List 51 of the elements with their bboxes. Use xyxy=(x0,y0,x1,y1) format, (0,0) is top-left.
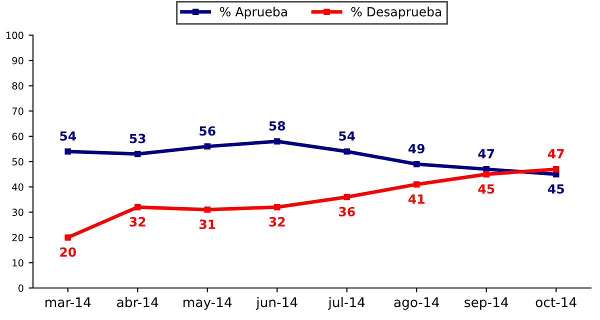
x-tick-label: jul-14 xyxy=(328,297,365,310)
y-tick-label: 80 xyxy=(12,82,24,90)
data-label: 54 xyxy=(60,131,76,141)
data-label: 54 xyxy=(339,131,355,141)
data-label: 45 xyxy=(478,184,494,194)
y-tick-label: 40 xyxy=(12,183,24,191)
legend-label: % Desaprueba xyxy=(351,6,442,19)
point xyxy=(344,194,350,200)
data-label: 56 xyxy=(200,126,216,136)
point xyxy=(274,138,280,144)
point xyxy=(483,171,490,178)
point xyxy=(134,150,141,158)
point xyxy=(414,181,420,188)
point xyxy=(344,148,350,155)
y-tick-label: 90 xyxy=(12,56,24,64)
data-label: 45 xyxy=(548,184,564,194)
legend-label: % Aprueba xyxy=(220,6,287,19)
x-tick-label: mar-14 xyxy=(46,297,91,308)
y-tick-label: 20 xyxy=(12,234,24,242)
y-tick-label: 50 xyxy=(12,158,24,166)
data-label: 32 xyxy=(269,217,285,226)
data-label: 20 xyxy=(60,247,76,257)
y-tick-label: 70 xyxy=(12,108,24,115)
data-label: 49 xyxy=(408,144,425,154)
data-label: 36 xyxy=(339,206,355,216)
point xyxy=(134,204,141,210)
point xyxy=(553,166,560,172)
point xyxy=(204,206,210,213)
data-label: 58 xyxy=(269,121,286,131)
data-label: 47 xyxy=(548,149,564,158)
data-label: 47 xyxy=(478,149,494,158)
point xyxy=(64,148,71,155)
x-tick-label: may-14 xyxy=(184,297,232,310)
x-tick-label: jun-14 xyxy=(256,297,298,310)
point xyxy=(414,161,420,168)
y-tick-label: 100 xyxy=(6,32,24,40)
data-label: 53 xyxy=(130,134,146,144)
point xyxy=(274,204,280,210)
y-tick-label: 10 xyxy=(12,259,24,267)
data-label: 41 xyxy=(408,194,424,204)
y-tick-label: 0 xyxy=(18,284,24,292)
data-label: 31 xyxy=(200,220,216,230)
x-tick-label: ago-14 xyxy=(394,297,440,310)
y-tick-label: 60 xyxy=(12,132,24,140)
x-tick-label: sep-14 xyxy=(464,297,508,310)
x-tick-label: abr-14 xyxy=(117,297,158,308)
y-tick-label: 30 xyxy=(12,208,24,216)
point xyxy=(204,143,210,150)
point xyxy=(64,234,71,241)
x-tick-label: oct-14 xyxy=(536,297,576,308)
data-label: 32 xyxy=(130,217,146,226)
